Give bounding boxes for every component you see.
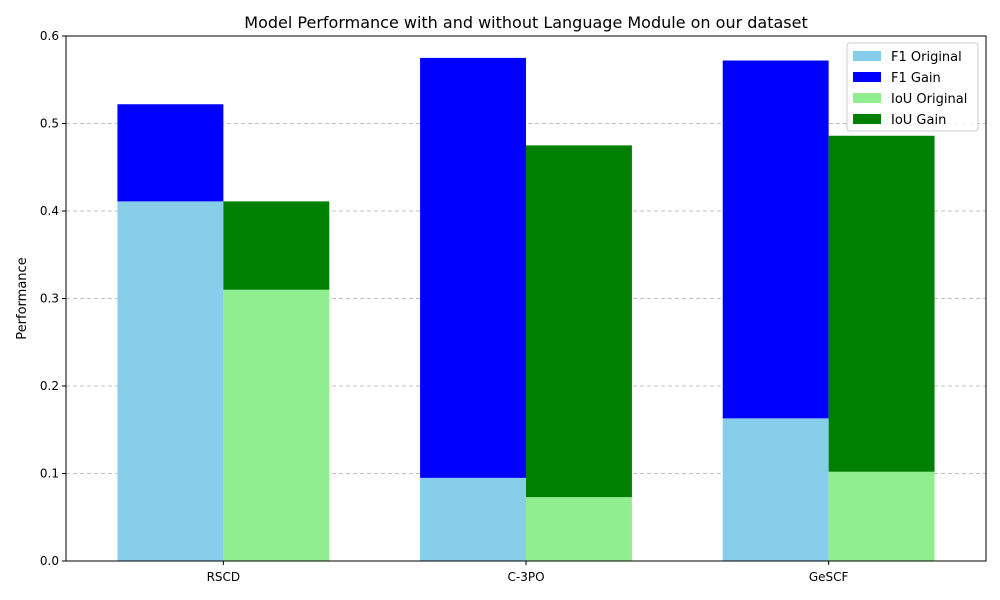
x-tick-label: RSCD <box>207 570 241 584</box>
y-tick-label: 0.1 <box>40 467 59 481</box>
bar-f1-original-c-3po <box>420 477 526 561</box>
legend-swatch <box>853 114 881 124</box>
bar-iou-gain-c-3po <box>526 145 632 498</box>
bar-iou-original-rscd <box>223 289 330 561</box>
bar-iou-original-gescf <box>828 471 935 561</box>
bar-iou-gain-gescf <box>828 135 935 472</box>
bar-f1-gain-gescf <box>722 60 829 419</box>
bar-iou-original-c-3po <box>526 497 632 561</box>
bar-f1-gain-c-3po <box>420 57 526 478</box>
legend-label: IoU Gain <box>891 113 946 128</box>
x-tick-label: GeSCF <box>809 570 849 584</box>
y-tick-label: 0.4 <box>40 204 59 218</box>
chart-title: Model Performance with and without Langu… <box>244 13 807 32</box>
legend-label: IoU Original <box>891 92 967 107</box>
legend-label: F1 Original <box>891 50 962 65</box>
y-tick-label: 0.2 <box>40 379 59 393</box>
y-axis-label: Performance <box>15 257 30 339</box>
bar-iou-gain-rscd <box>223 201 330 290</box>
y-tick-label: 0.6 <box>40 29 59 43</box>
axes-layer: 0.0 0.1 0.2 0.3 0.4 0.5 0.6 RSCD C-3PO GeSCF <box>40 29 849 584</box>
legend-swatch <box>853 72 881 82</box>
y-tick-label: 0.0 <box>40 554 59 568</box>
bar-f1-original-gescf <box>722 418 829 561</box>
bars-layer <box>117 57 935 561</box>
legend-label: F1 Gain <box>891 71 941 86</box>
bar-f1-gain-rscd <box>117 104 224 202</box>
y-tick-label: 0.3 <box>40 292 59 306</box>
legend-swatch <box>853 93 881 103</box>
legend: F1 Original F1 Gain IoU Original IoU Gain <box>846 42 979 132</box>
legend-swatch <box>853 51 881 61</box>
legend-box <box>846 42 979 132</box>
bar-f1-original-rscd <box>117 201 224 561</box>
y-tick-label: 0.5 <box>40 117 59 131</box>
x-tick-label: C-3PO <box>507 570 544 584</box>
